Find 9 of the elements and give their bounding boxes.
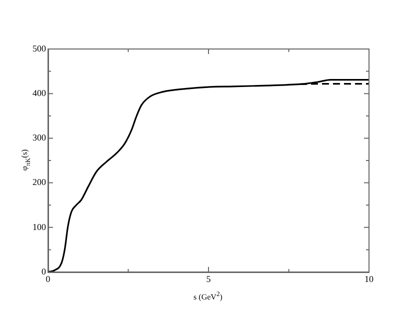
x-axis-title: s (GeV$^{2}$) [194, 291, 222, 302]
x-tick-label: 5 [206, 274, 212, 284]
y-tick-label: 200 [32, 177, 46, 188]
x-tick-label: 10 [364, 274, 374, 284]
y-tick-label: 100 [32, 222, 46, 232]
y-tick-label: 400 [32, 88, 46, 98]
y-tick-label: 500 [32, 43, 46, 54]
y-tick-label: 0 [42, 266, 46, 276]
y-tick-label: 300 [32, 132, 46, 143]
